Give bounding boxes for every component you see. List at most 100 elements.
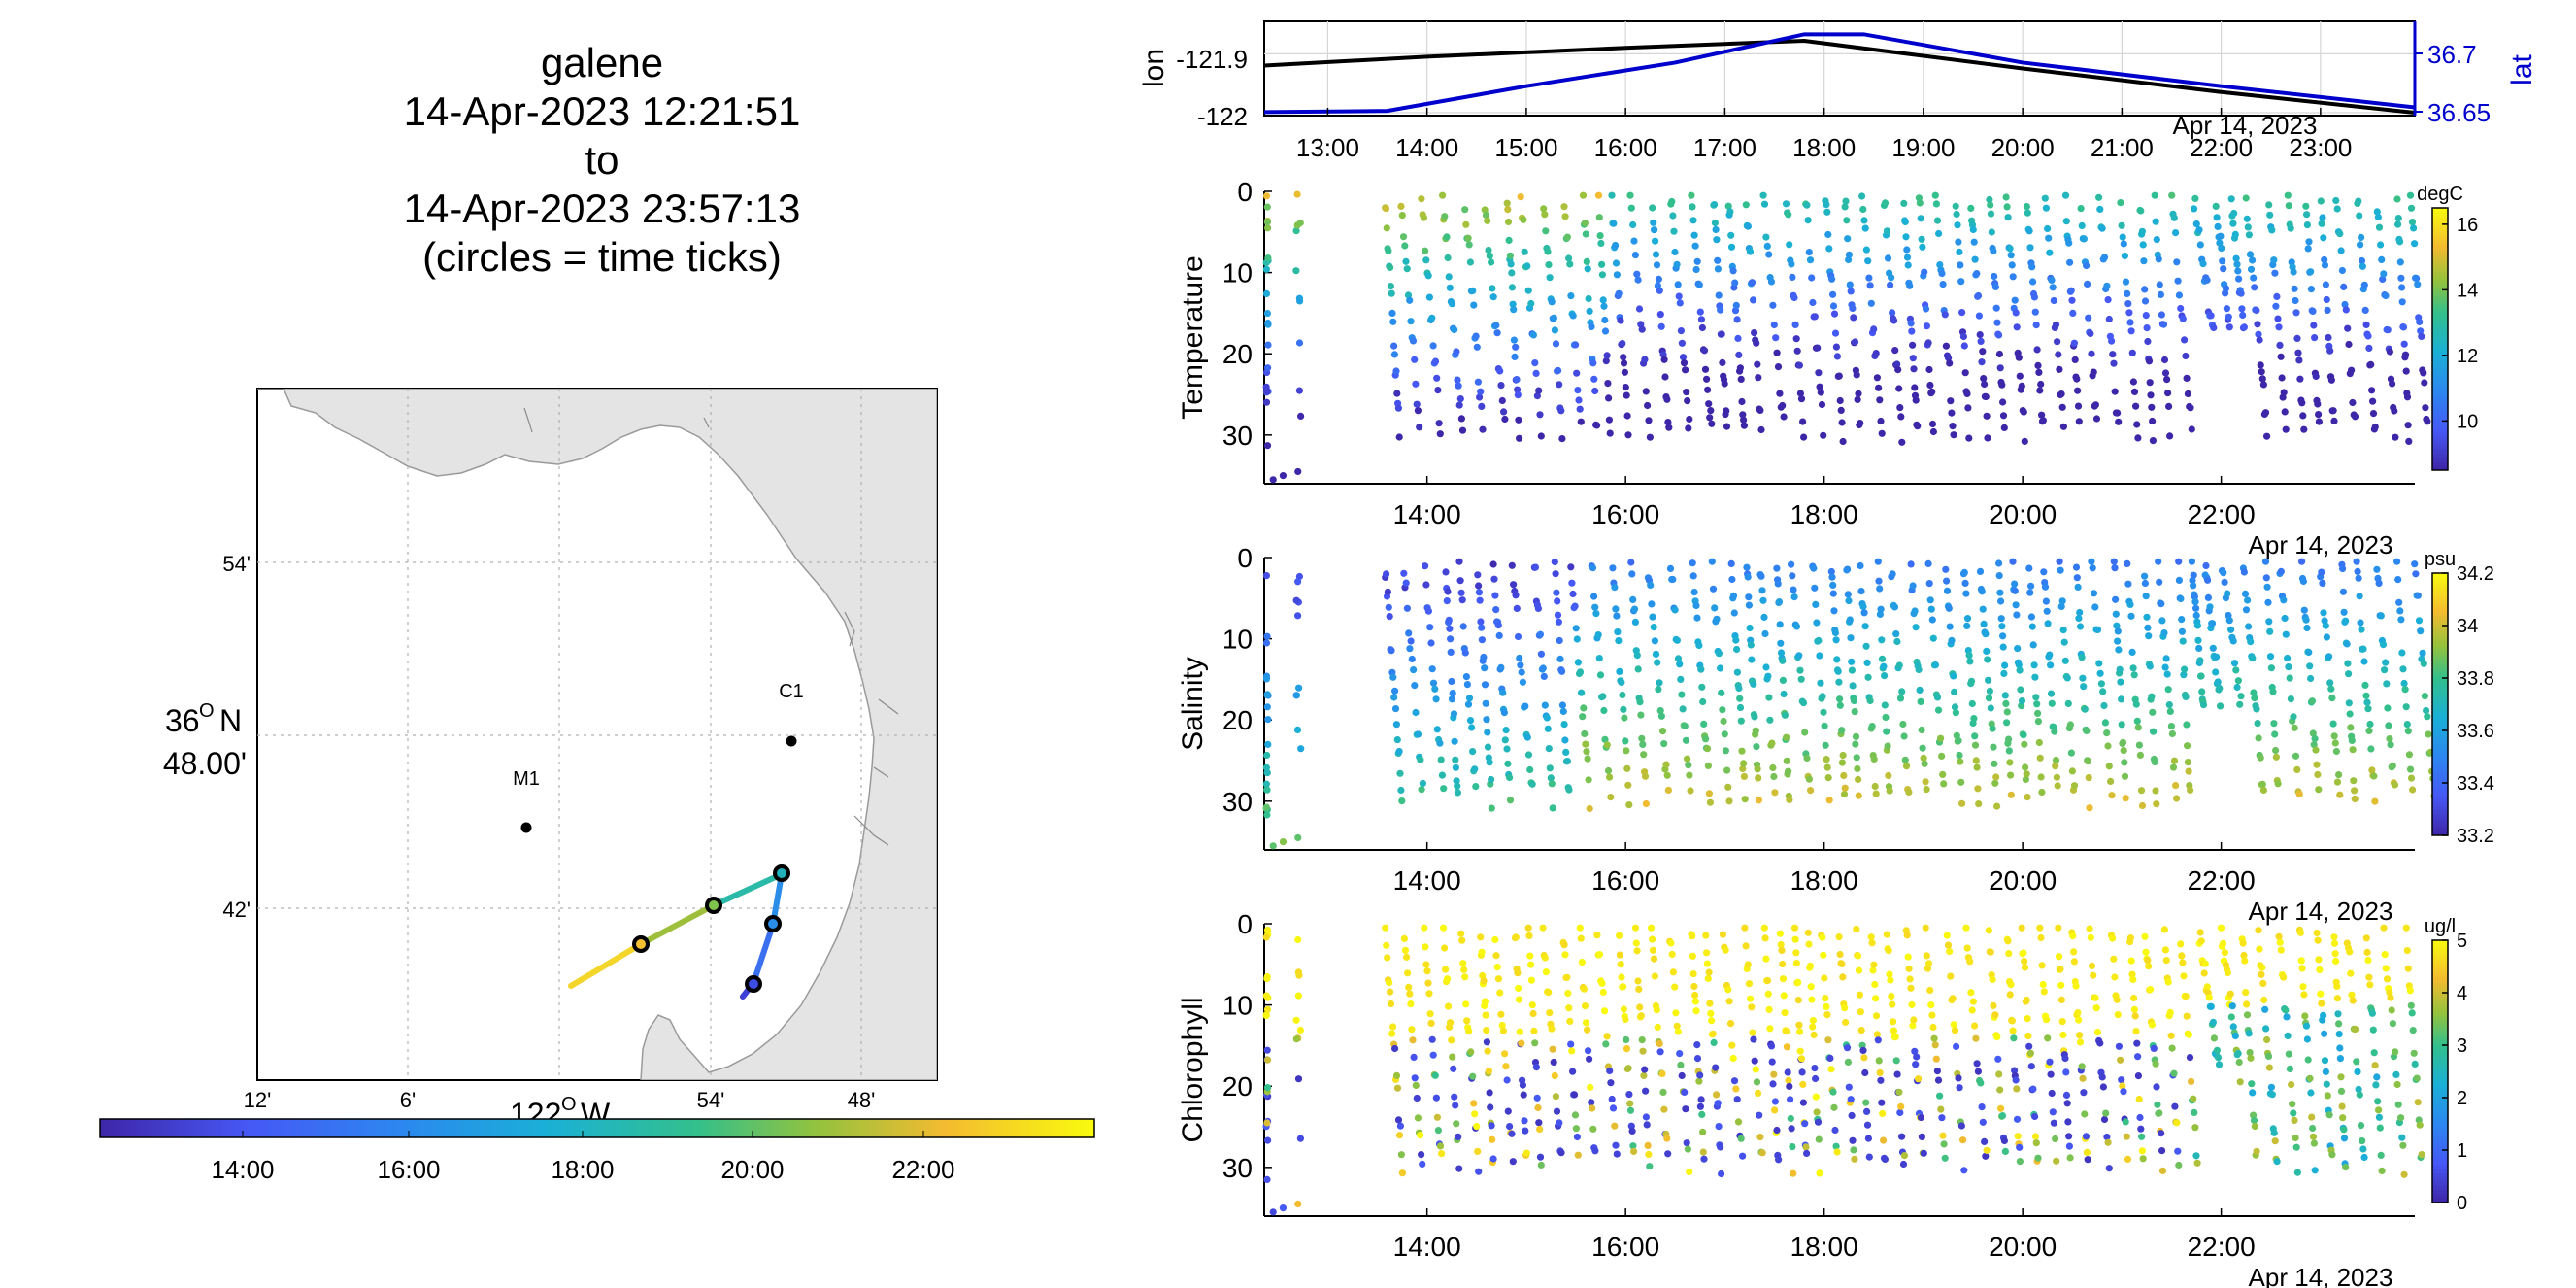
salinity-point [1567,563,1575,571]
temperature-point [1839,437,1847,446]
temperature-point [2225,313,2232,321]
salinity-point [1822,741,1829,749]
temperature-point [2146,379,2154,387]
temperature-point [1846,281,1854,288]
temperature-point [1482,211,1490,219]
chlorophyll-point [1780,992,1788,1000]
salinity-point [1762,663,1770,671]
salinity-point [1262,639,1271,647]
salinity-point [1454,782,1461,790]
chlorophyll-point [1849,1136,1857,1144]
temperature-point [2069,309,2077,317]
temperature-point [2074,402,2083,410]
chlorophyll-point [1527,976,1535,984]
chlorophyll-point [1755,1089,1762,1097]
station-m1-marker [520,822,532,833]
salinity-point [2083,727,2091,735]
temperature-point [1581,220,1589,227]
chlorophyll-point [1541,954,1549,962]
temperature-point [1476,393,1484,401]
salinity-point [2096,669,2104,677]
chlorophyll-point [1531,1039,1539,1047]
temperature-point [2091,401,2099,409]
salinity-point [2313,761,2321,768]
temperature-point [1850,314,1857,322]
lat-tick-label: 36.65 [2427,98,2491,127]
temperature-point [2302,202,2310,210]
chlorophyll-point [2348,991,2356,999]
chlorophyll-point [1637,1012,1645,1020]
salinity-point [1733,668,1741,676]
chlorophyll-point [1824,1036,1832,1044]
temperature-point [2133,421,2141,428]
salinity-point [2291,724,2298,731]
salinity-point [2184,742,2191,750]
chlorophyll-point [2193,1159,2201,1167]
temperature-point [2326,347,2334,355]
chlorophyll-point [2299,983,2307,991]
salinity-point [1488,775,1495,784]
chlorophyll-point [2314,936,2322,944]
temperature-point [1818,400,1826,409]
temperature-point [1719,358,1726,366]
chlorophyll-point [2304,1056,2312,1064]
chlorophyll-point [1905,965,1913,972]
salinity-point [2236,700,2244,708]
station-m1-label: M1 [513,768,540,790]
chlorophyll-point [2342,1164,2350,1171]
chlorophyll-point [1899,1160,1908,1169]
salinity-point [2144,624,2152,631]
chlorophyll-point [1923,952,1930,960]
salinity-point [1263,632,1271,640]
temperature-y-label: Temperature [1177,255,1209,419]
temperature-point [2400,340,2408,348]
chlorophyll-point [1442,966,1450,973]
salinity-point [2167,723,2175,730]
temperature-point [2410,224,2418,232]
temperature-point [1445,273,1453,281]
temperature-point [1409,337,1418,345]
coast-detail [523,407,899,846]
salinity-point [2151,758,2158,766]
salinity-point [1539,664,1547,672]
chlorophyll-point [2081,1110,2089,1118]
temperature-point [2358,256,2366,265]
chlorophyll-point [1448,1036,1455,1044]
chlorophyll-point [1561,951,1569,959]
temperature-point [1263,219,1271,226]
chlorophyll-point [1611,1122,1619,1130]
chlorophyll-point [1861,1068,1869,1077]
temperature-point [2039,417,2047,424]
chlorophyll-point [2138,1133,2146,1140]
chlorophyll-point [2057,965,2064,973]
chlorophyll-point [1779,960,1787,968]
salinity-point [1967,677,1976,685]
chlorophyll-point [2234,1049,2242,1058]
temperature-point [1792,335,1800,343]
temperature-point [2071,356,2079,363]
chlorophyll-point [1796,1028,1804,1035]
temperature-point [1663,395,1671,403]
chlorophyll-point [2387,994,2394,1001]
temperature-point [1895,385,1903,392]
temperature-point [1948,409,1956,417]
temperature-point [1724,202,1732,210]
salinity-point [2190,571,2197,579]
salinity-point [2249,655,2257,662]
chlorophyll-point [2200,969,2208,977]
lon-tick-label: 6' [400,1088,416,1112]
chlorophyll-point [2303,1035,2311,1043]
temperature-point [2292,296,2299,305]
salinity-point [1807,787,1815,795]
chlorophyll-point [1392,1071,1401,1079]
temperature-point [2261,409,2270,417]
chlorophyll-point [1752,1066,1759,1073]
chlorophyll-point [2325,1111,2333,1119]
chlorophyll-point [2133,1039,2141,1047]
salinity-point [1618,678,1625,687]
temperature-point [2000,424,2008,431]
chlorophyll-point [1947,972,1955,980]
chlorophyll-point [1262,1012,1270,1020]
temperature-point [2104,296,2112,304]
salinity-point [1652,650,1660,659]
